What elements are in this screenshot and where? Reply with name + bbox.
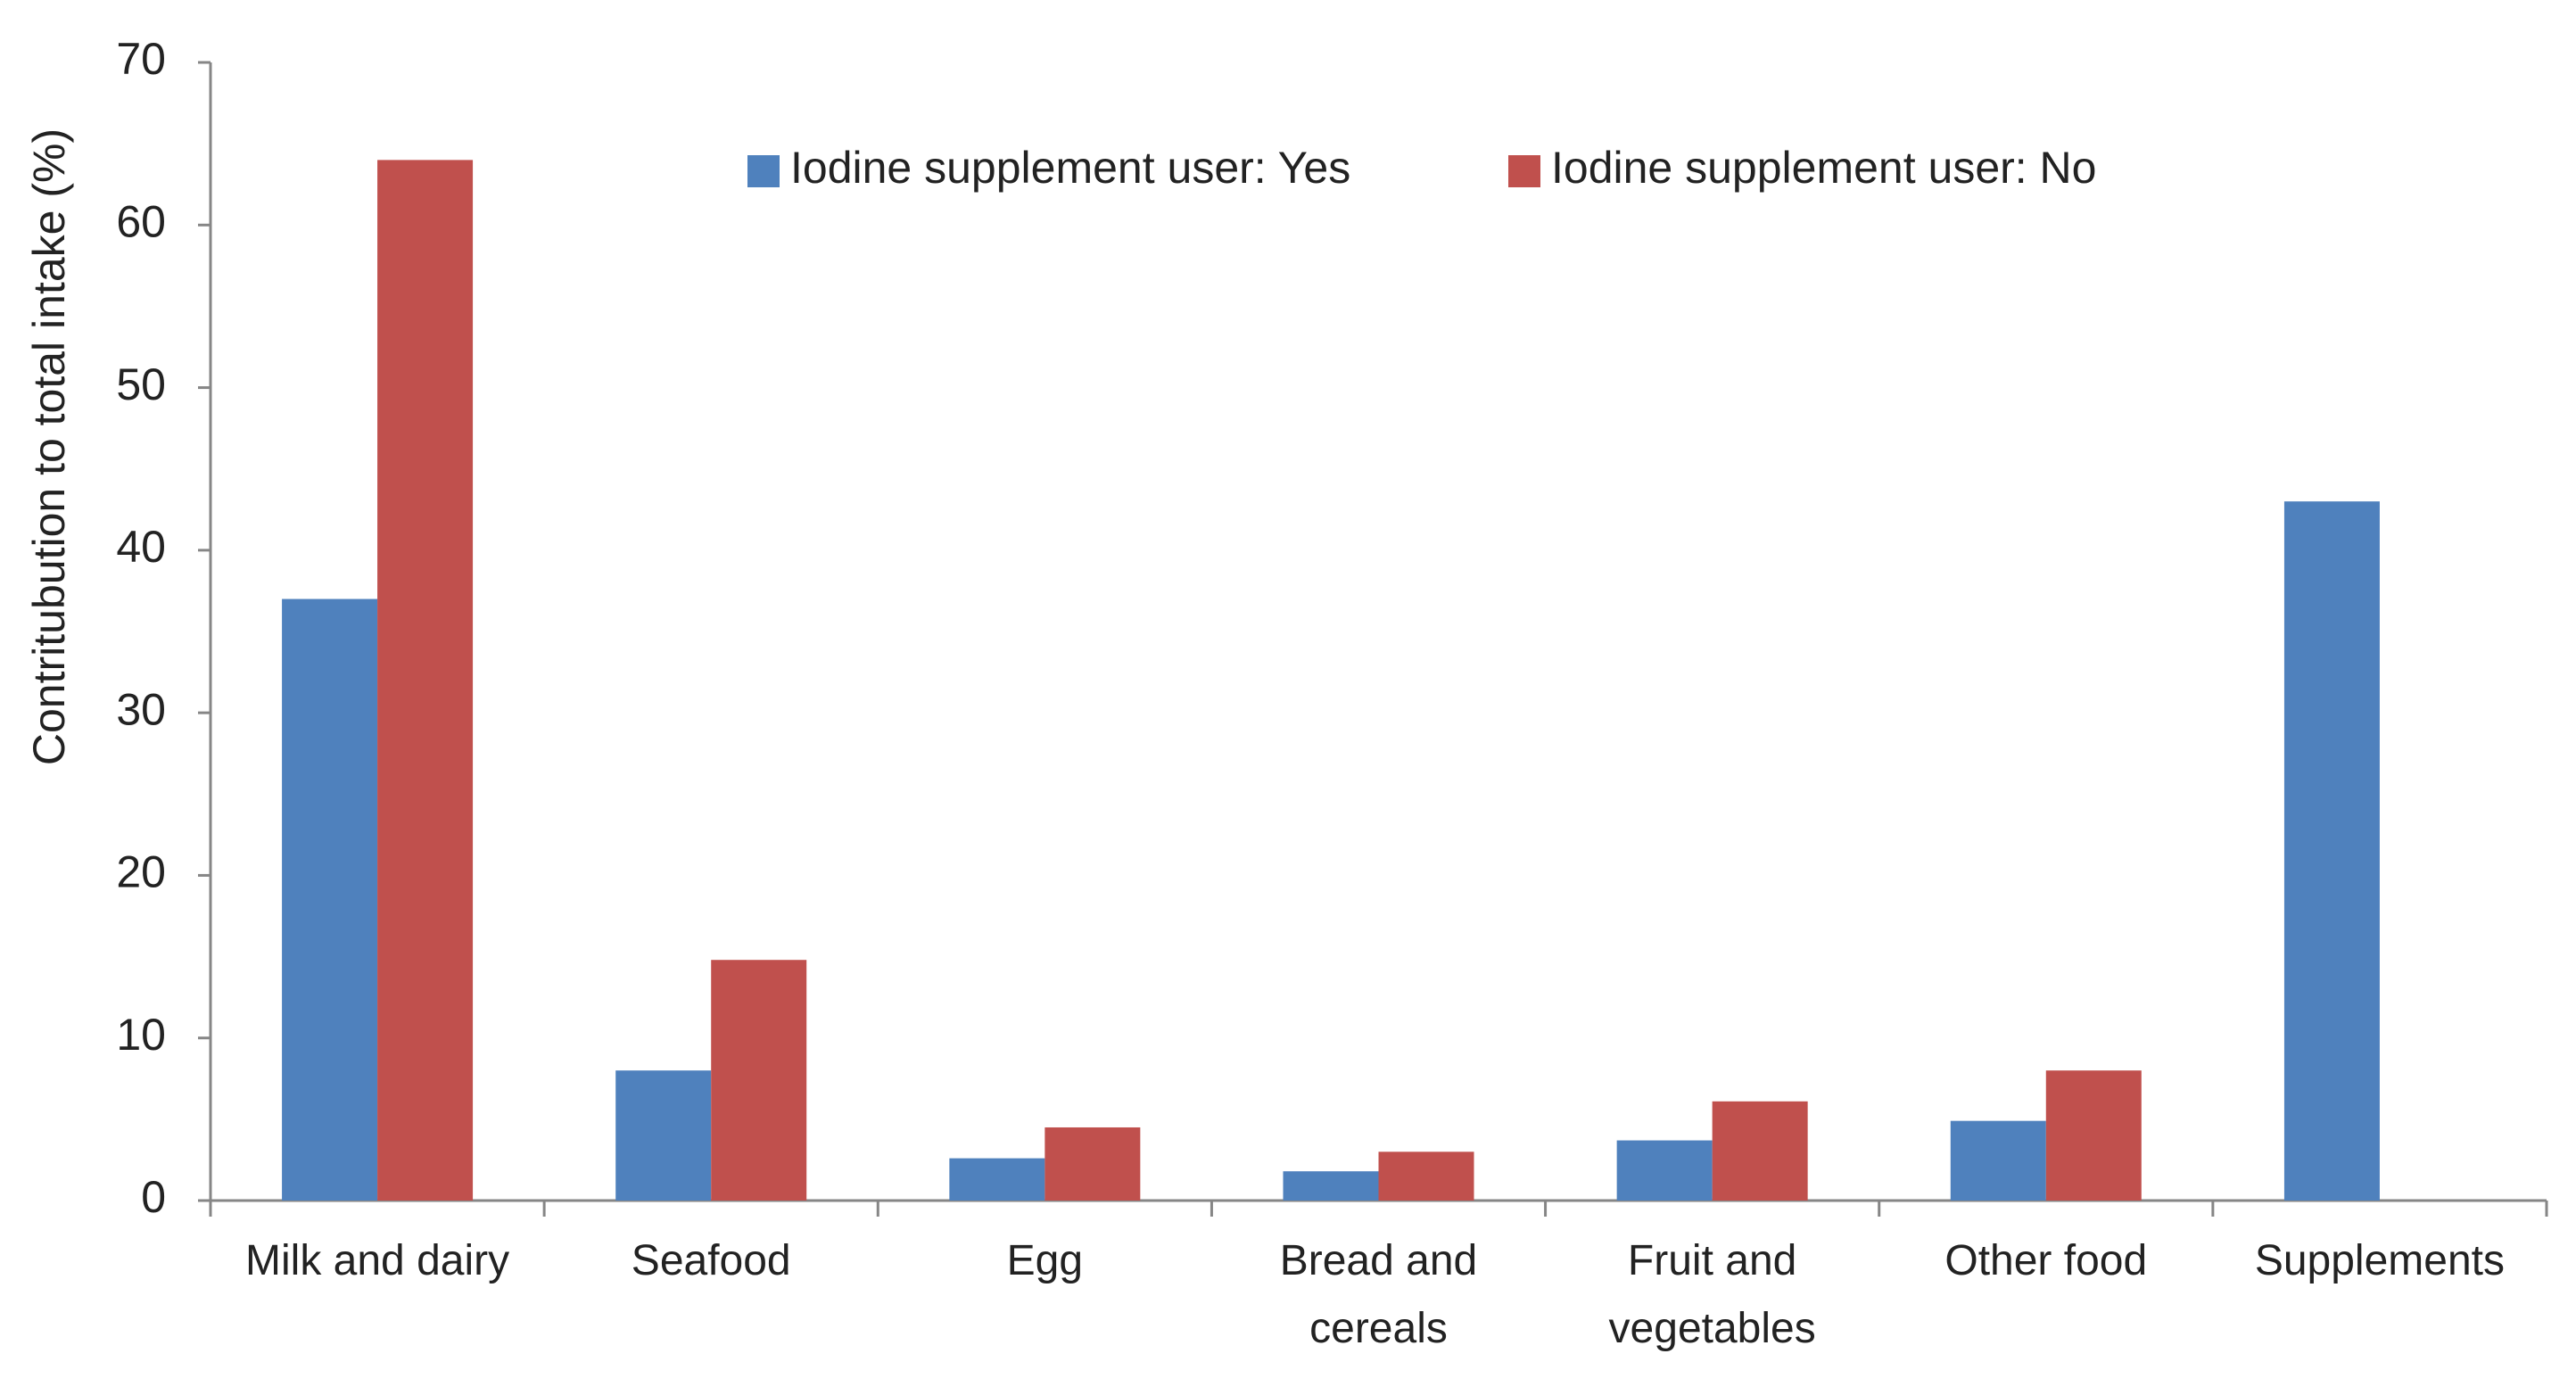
bar — [377, 160, 474, 1201]
bar — [615, 1070, 712, 1201]
bar — [1378, 1151, 1474, 1201]
y-axis-title: Contritubution to total intake (%) — [24, 128, 74, 765]
bar — [1950, 1120, 2046, 1201]
bar — [1283, 1171, 1379, 1201]
bar — [1616, 1140, 1713, 1201]
y-tick-label: 10 — [116, 1010, 166, 1060]
bar — [1712, 1101, 1808, 1201]
legend-label: Iodine supplement user: No — [1551, 143, 2096, 193]
x-tick-label: Bread and cereals — [1279, 1237, 1478, 1352]
x-tick-label: Seafood — [631, 1237, 791, 1284]
y-tick-label: 50 — [116, 359, 166, 409]
bar — [282, 598, 378, 1201]
y-tick-label: 0 — [141, 1172, 166, 1222]
x-tick-label: Supplements — [2254, 1237, 2505, 1284]
y-tick-label: 20 — [116, 847, 166, 897]
y-tick-label: 40 — [116, 522, 166, 572]
x-tick-label: Other food — [1944, 1237, 2148, 1284]
bar — [711, 960, 807, 1201]
bar — [2045, 1070, 2142, 1201]
x-tick-label: Milk and dairy — [245, 1237, 510, 1284]
y-tick-label: 30 — [116, 684, 166, 734]
y-tick-label: 70 — [116, 34, 166, 84]
bar — [949, 1158, 1045, 1201]
y-tick-label: 60 — [116, 196, 166, 246]
x-tick-label: Egg — [1006, 1237, 1084, 1284]
legend-swatch — [747, 155, 780, 187]
legend-swatch — [1508, 155, 1540, 187]
bar — [2283, 501, 2380, 1201]
legend-label: Iodine supplement user: Yes — [790, 143, 1350, 193]
x-tick-label: Fruit and vegetables — [1608, 1237, 1816, 1352]
bar — [1044, 1127, 1141, 1201]
